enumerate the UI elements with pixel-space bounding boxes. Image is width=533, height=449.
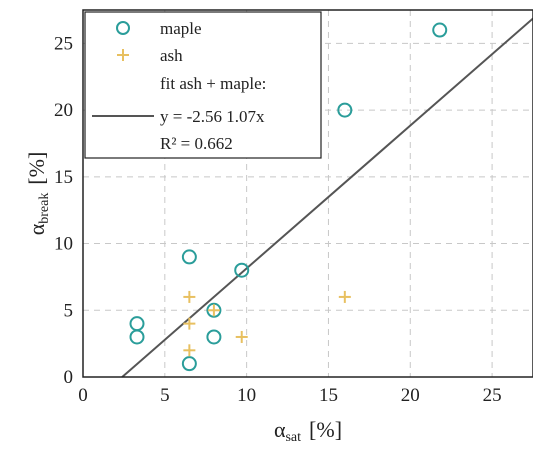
maple-point (432, 22, 448, 38)
y-tick-label: 5 (64, 300, 74, 321)
y-tick-label: 10 (54, 234, 73, 255)
maple-point (337, 102, 353, 118)
legend-fit-r2: R² = 0.662 (160, 134, 233, 153)
y-tick-label: 20 (54, 100, 73, 121)
y-axis-label-sub: break (37, 193, 52, 224)
data-points (129, 22, 448, 372)
ash-point (183, 290, 196, 303)
x-tick-label: 15 (319, 385, 338, 406)
x-tick-label: 25 (483, 385, 502, 406)
maple-point (234, 262, 250, 278)
y-axis-label: αbreak [%] (24, 152, 52, 236)
x-tick-label: 5 (160, 385, 170, 406)
ash-point (183, 317, 196, 330)
x-axis-label-unit: [%] (309, 417, 342, 442)
ash-point (338, 290, 351, 303)
ash-point (183, 344, 196, 357)
x-axis-label: αsat [%] (274, 417, 342, 445)
x-axis-label-main: α (274, 417, 286, 442)
maple-point (129, 316, 145, 332)
ash-point (235, 330, 248, 343)
maple-point (206, 302, 222, 318)
tick-labels: 0 5 10 15 20 25 0 5 10 15 20 25 (54, 33, 502, 406)
x-tick-label: 0 (78, 385, 88, 406)
maple-point (206, 329, 222, 345)
x-tick-label: 20 (401, 385, 420, 406)
y-axis-label-unit: [%] (24, 152, 49, 185)
maple-point (181, 249, 197, 265)
y-tick-label: 15 (54, 167, 73, 188)
legend-ash-label: ash (160, 46, 183, 65)
y-tick-label: 0 (64, 367, 74, 388)
legend-maple-marker (116, 21, 130, 35)
legend-fit-equation: y = -2.56 1.07x (160, 107, 265, 126)
ash-point (207, 304, 220, 317)
legend-box (84, 11, 322, 159)
legend-ash-marker (117, 49, 129, 61)
legend-maple-label: maple (160, 19, 202, 38)
x-tick-label: 10 (237, 385, 256, 406)
y-axis-label-main: α (24, 223, 49, 235)
legend-fit-title: fit ash + maple: (160, 74, 266, 93)
x-axis-label-sub: sat (285, 430, 301, 445)
y-tick-label: 25 (54, 33, 73, 54)
fit-layer (121, 17, 533, 378)
maple-point (181, 356, 197, 372)
plot-frame (82, 9, 533, 378)
legend: maple ash fit ash + maple: y = -2.56 1.0… (84, 11, 322, 159)
fit-line (121, 17, 533, 378)
